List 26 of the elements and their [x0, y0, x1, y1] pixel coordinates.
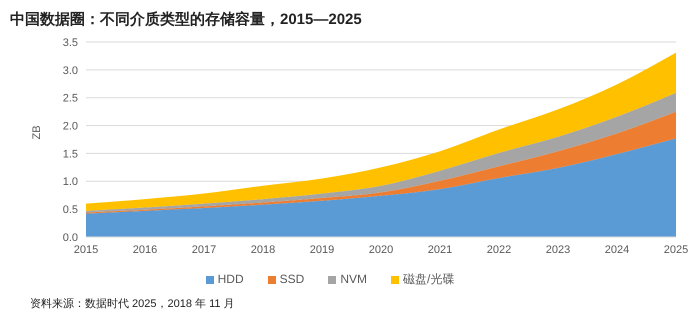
x-tick-label: 2023 [546, 244, 570, 256]
x-tick-label: 2021 [428, 244, 452, 256]
x-tick-label: 2019 [310, 244, 334, 256]
legend-label: SSD [280, 272, 304, 286]
chart-title: 中国数据圈：不同介质类型的存储容量，2015—2025 [10, 10, 362, 29]
y-tick-label: 0.0 [62, 232, 78, 244]
x-tick-label: 2018 [250, 244, 276, 256]
legend-label: 磁盘/光碟 [403, 272, 454, 286]
y-tick-label: 1.0 [62, 176, 78, 188]
x-tick-label: 2015 [74, 244, 98, 256]
y-tick-label: 2.5 [62, 92, 78, 105]
y-axis-title: ZB [30, 125, 43, 140]
legend-label: HDD [218, 272, 244, 286]
x-tick-label: 2024 [604, 244, 630, 256]
y-tick-label: 2.0 [62, 120, 78, 132]
legend-label: NVM [340, 272, 367, 286]
x-tick-label: 2016 [132, 244, 158, 256]
x-tick-label: 2022 [486, 244, 512, 256]
x-tick-label: 2017 [192, 244, 216, 256]
y-tick-label: 1.5 [62, 148, 78, 160]
y-tick-label: 3.5 [62, 36, 78, 49]
y-tick-label: 3.0 [62, 64, 78, 77]
text: 资料来源：数据时代 2025，2018 年 11 月 [30, 297, 235, 311]
x-tick-label: 2025 [664, 244, 688, 256]
y-tick-label: 0.5 [62, 204, 78, 216]
x-tick-label: 2020 [368, 244, 394, 256]
